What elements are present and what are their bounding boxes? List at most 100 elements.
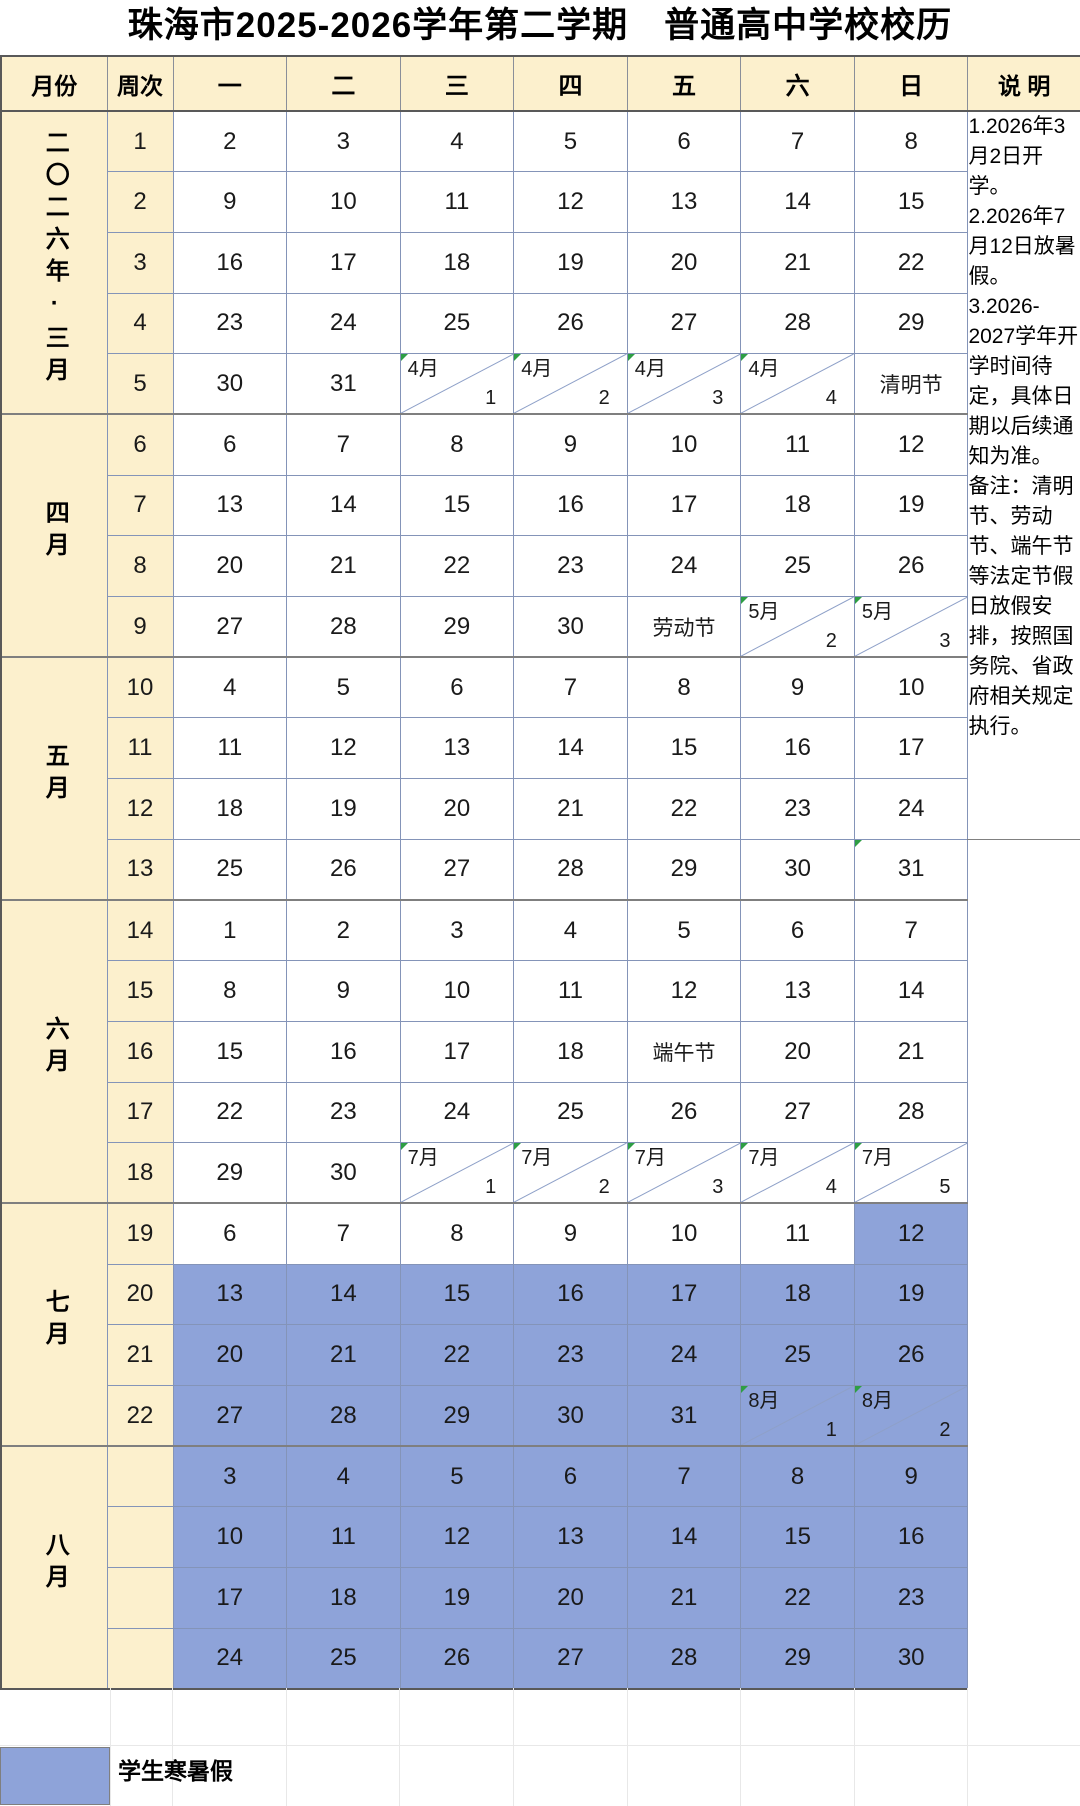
next-month-label: 7月 (634, 1147, 666, 1170)
month-label-text: 二〇二六年·三月 (41, 129, 69, 389)
diagonal-split-line (741, 1386, 854, 1445)
day-cell: 29 (853, 292, 969, 355)
calendar-week-row: 七月 19 6 7 8 9 10 11 12 (0, 1202, 1080, 1447)
day-cell: 8 (626, 656, 742, 719)
day-cell: 16 (853, 1506, 969, 1568)
day-cell: 20 (513, 1567, 628, 1629)
diagonal-split-line (855, 1143, 968, 1202)
week-number-cell: 12 (106, 778, 174, 840)
day-cell: 18 (740, 474, 855, 537)
month-label-cell: 四月 (0, 413, 108, 658)
column-header-day-7: 日 (853, 55, 969, 112)
day-cell: 19 (399, 1567, 515, 1629)
calendar-week-row: 22 27 28 29 30 31 8月 1 8月 2 (1, 1384, 1080, 1447)
week-number-cell: 3 (106, 231, 174, 294)
diagonal-split-line (401, 354, 514, 413)
day-cell: 26 (513, 292, 628, 355)
day-cell: 9 (853, 1445, 969, 1508)
diagonal-split-line (741, 597, 854, 656)
day-cell: 29 (399, 596, 515, 658)
month-label-cell: 五月 (0, 656, 108, 901)
day-cell: 16 (286, 1020, 401, 1083)
day-cell: 12 (853, 413, 969, 476)
day-cell: 11 (513, 960, 628, 1022)
day-cell: 3 (172, 1445, 288, 1508)
next-month-label: 4月 (748, 358, 780, 381)
calendar-week-row: 3 16 17 18 19 20 21 22 (1, 231, 1080, 294)
diagonal-split-line (628, 1143, 741, 1202)
day-cell: 11 (740, 413, 855, 476)
column-header-day-1: 一 (172, 55, 288, 112)
next-month-day: 4 (825, 1176, 837, 1199)
day-cell: 27 (172, 1384, 288, 1447)
month-label-cell: 六月 (0, 898, 108, 1204)
day-cell: 10 (286, 171, 401, 233)
day-cell: 9 (513, 1202, 628, 1265)
next-month-day: 2 (598, 1176, 610, 1199)
next-month-day: 3 (712, 1176, 724, 1199)
next-month-label: 4月 (521, 358, 553, 381)
calendar-week-row: 8 20 21 22 23 24 25 26 (1, 535, 1080, 597)
day-cell: 31 (286, 353, 401, 415)
calendar-week-row: 24 25 26 27 28 29 30 (1, 1627, 1080, 1690)
day-cell: 10 (853, 656, 969, 719)
day-cell: 6 (399, 656, 515, 719)
holiday-cell: 端午节 (626, 1020, 742, 1083)
calendar-week-row: 17 18 19 20 21 22 23 (1, 1567, 1080, 1629)
calendar-week-row: 15 8 9 10 11 12 13 14 (1, 960, 1080, 1022)
day-cell: 28 (626, 1627, 742, 1690)
day-cell: 25 (286, 1627, 401, 1690)
day-cell: 7 (286, 1202, 401, 1265)
vacation-legend-swatch (0, 1747, 110, 1805)
day-cell: 13 (513, 1506, 628, 1568)
calendar-week-row: 5 30 31 4月 1 4月 2 4月 3 4月 4 清明节 (1, 353, 1080, 415)
day-cell: 17 (286, 231, 401, 294)
next-month-day: 2 (598, 387, 610, 410)
diagonal-day-cell: 7月 1 (399, 1142, 515, 1204)
day-cell: 26 (286, 838, 401, 901)
diagonal-split-line (741, 354, 854, 413)
diagonal-split-line (855, 597, 968, 656)
calendar-header: 月份 周次一二三四五六日说 明 (0, 55, 1080, 112)
month-label-text: 七月 (41, 1289, 69, 1354)
cell-corner-marker (514, 1143, 522, 1151)
day-cell: 7 (853, 898, 969, 962)
day-cell: 30 (172, 353, 288, 415)
day-cell: 29 (626, 838, 742, 901)
week-number-cell: 21 (106, 1324, 174, 1386)
next-month-label: 7月 (748, 1147, 780, 1170)
diagonal-day-cell: 5月 2 (740, 596, 855, 658)
day-cell: 11 (172, 717, 288, 780)
day-cell: 20 (172, 535, 288, 597)
day-cell: 26 (626, 1081, 742, 1144)
calendar-week-row: 12 18 19 20 21 22 23 24 (1, 778, 1080, 840)
day-cell: 24 (399, 1081, 515, 1144)
diagonal-day-cell: 7月 2 (513, 1142, 628, 1204)
week-number-cell: 15 (106, 960, 174, 1022)
next-month-day: 1 (485, 1176, 497, 1199)
day-cell: 14 (740, 171, 855, 233)
next-month-day: 3 (712, 387, 724, 410)
calendar-week-row: 11 11 12 13 14 15 16 17 (1, 717, 1080, 780)
day-cell: 6 (513, 1445, 628, 1508)
week-number-cell (106, 1445, 174, 1508)
day-cell: 1 (172, 898, 288, 962)
calendar-week-row: 4 23 24 25 26 27 28 29 (1, 292, 1080, 355)
day-cell: 15 (399, 474, 515, 537)
day-cell: 12 (513, 171, 628, 233)
day-cell: 8 (740, 1445, 855, 1508)
week-number-cell: 17 (106, 1081, 174, 1144)
day-cell: 29 (399, 1384, 515, 1447)
day-cell: 17 (626, 1263, 742, 1326)
day-cell: 22 (172, 1081, 288, 1144)
day-cell: 25 (740, 535, 855, 597)
next-month-label: 8月 (748, 1389, 780, 1412)
day-cell: 28 (286, 1384, 401, 1447)
day-cell: 21 (853, 1020, 969, 1083)
day-cell: 4 (286, 1445, 401, 1508)
day-cell: 18 (513, 1020, 628, 1083)
day-cell: 7 (740, 110, 855, 173)
day-cell: 14 (286, 474, 401, 537)
calendar-week-row: 17 22 23 24 25 26 27 28 (1, 1081, 1080, 1144)
calendar-week-row: 10 11 12 13 14 15 16 (1, 1506, 1080, 1568)
